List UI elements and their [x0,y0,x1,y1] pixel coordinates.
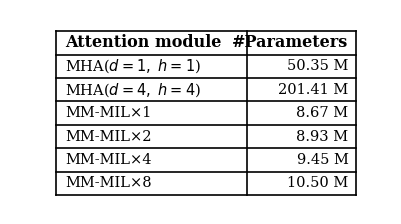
Text: MM-MIL×1: MM-MIL×1 [65,106,151,120]
Text: 8.67 M: 8.67 M [296,106,348,120]
Text: MM-MIL×8: MM-MIL×8 [65,176,152,190]
Text: 8.93 M: 8.93 M [296,129,348,144]
Text: MHA($d = 4,\ h = 4$): MHA($d = 4,\ h = 4$) [65,81,200,99]
Text: 10.50 M: 10.50 M [286,176,348,190]
Text: MM-MIL×2: MM-MIL×2 [65,129,151,144]
Text: Attention module: Attention module [65,34,221,51]
Text: 9.45 M: 9.45 M [296,153,348,167]
Text: MM-MIL×4: MM-MIL×4 [65,153,151,167]
Text: MHA($d = 1,\ h = 1$): MHA($d = 1,\ h = 1$) [65,58,200,75]
Text: 50.35 M: 50.35 M [286,59,348,73]
Text: 201.41 M: 201.41 M [277,83,348,97]
Text: #Parameters: #Parameters [231,34,348,51]
